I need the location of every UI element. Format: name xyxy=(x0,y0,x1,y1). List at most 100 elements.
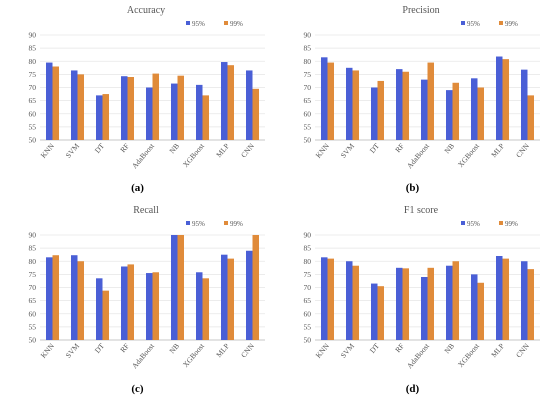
chart-title: Recall xyxy=(133,205,159,216)
x-tick-label: DT xyxy=(368,341,382,355)
bar-adaboost-99 xyxy=(427,267,434,340)
bar-xgboost-95 xyxy=(196,272,203,340)
x-tick-label: NB xyxy=(442,342,456,356)
y-tick-label: 65 xyxy=(29,96,37,105)
chart-panel-accuracy: Accuracy 95% 99% 50 55 60 65 70 75 80 85 90 KNN SVM DT… xyxy=(0,0,275,200)
bar-cnn-95 xyxy=(246,70,253,140)
bar-dt-95 xyxy=(371,283,378,340)
bar-xgboost-95 xyxy=(471,274,478,340)
x-tick-label: KNN xyxy=(314,141,332,160)
bar-cnn-95 xyxy=(521,261,528,340)
bar-dt-95 xyxy=(96,278,103,340)
bar-xgboost-99 xyxy=(202,278,209,340)
panel-label: (a) xyxy=(131,182,144,194)
x-tick-label: XGBoost xyxy=(456,341,482,369)
bar-svm-99 xyxy=(352,265,359,340)
bar-knn-95 xyxy=(321,57,328,140)
x-tick-label: AdaBoost xyxy=(130,141,157,170)
legend-label: 95% xyxy=(192,20,205,28)
y-tick-label: 85 xyxy=(304,244,312,253)
bar-mlp-95 xyxy=(496,256,503,340)
bar-cnn-95 xyxy=(246,250,253,340)
y-tick-label: 65 xyxy=(304,96,312,105)
y-tick-label: 75 xyxy=(304,70,312,79)
legend-label: 99% xyxy=(230,20,243,28)
x-tick-label: NB xyxy=(167,142,181,156)
chart-panel-recall: Recall 95% 99% 50 55 60 65 70 75 80 85 90 KNN SVM DT RF… xyxy=(0,200,275,401)
bar-rf-95 xyxy=(121,76,128,140)
y-tick-label: 70 xyxy=(29,83,37,92)
y-tick-label: 60 xyxy=(304,309,312,318)
y-tick-label: 70 xyxy=(29,283,37,292)
bar-xgboost-99 xyxy=(477,282,484,340)
bar-rf-95 xyxy=(121,266,128,340)
x-tick-label: CNN xyxy=(514,341,531,359)
bar-nb-99 xyxy=(177,235,184,340)
bar-cnn-99 xyxy=(527,95,534,140)
y-tick-label: 55 xyxy=(304,122,312,131)
y-tick-label: 55 xyxy=(29,322,37,331)
bar-nb-99 xyxy=(452,261,459,340)
x-tick-label: RF xyxy=(393,342,406,355)
legend-label: 99% xyxy=(505,220,518,228)
bar-nb-99 xyxy=(452,82,459,140)
bar-cnn-95 xyxy=(521,69,528,140)
bar-adaboost-95 xyxy=(421,79,428,140)
y-tick-label: 55 xyxy=(29,122,37,131)
y-tick-label: 70 xyxy=(304,283,312,292)
y-tick-label: 55 xyxy=(304,322,312,331)
bar-adaboost-95 xyxy=(146,87,153,140)
legend-label: 95% xyxy=(467,20,480,28)
x-tick-label: KNN xyxy=(39,141,57,160)
bar-adaboost-99 xyxy=(152,73,159,140)
x-tick-label: DT xyxy=(93,141,107,155)
y-tick-label: 85 xyxy=(29,244,37,253)
x-tick-label: AdaBoost xyxy=(405,341,432,370)
legend-label: 99% xyxy=(505,20,518,28)
panel-label: (c) xyxy=(131,383,144,395)
bar-svm-95 xyxy=(346,261,353,340)
panel-label: (d) xyxy=(405,383,420,395)
panel-label: (b) xyxy=(405,182,420,194)
y-tick-label: 65 xyxy=(304,296,312,305)
bar-adaboost-99 xyxy=(427,62,434,140)
legend-swatch xyxy=(499,21,503,25)
x-tick-label: SVM xyxy=(64,141,82,159)
y-tick-label: 90 xyxy=(304,231,312,240)
bar-dt-99 xyxy=(102,94,109,140)
bar-nb-95 xyxy=(171,235,178,340)
x-tick-label: SVM xyxy=(339,141,357,159)
bar-xgboost-95 xyxy=(196,84,203,140)
y-tick-label: 50 xyxy=(304,136,312,145)
bar-mlp-99 xyxy=(502,59,509,140)
bar-svm-99 xyxy=(77,74,84,140)
x-tick-label: NB xyxy=(167,342,181,356)
bar-nb-95 xyxy=(446,265,453,340)
bar-mlp-95 xyxy=(221,62,228,140)
bar-nb-99 xyxy=(177,75,184,140)
bar-nb-95 xyxy=(446,90,453,140)
x-tick-label: RF xyxy=(118,342,131,355)
bar-cnn-99 xyxy=(527,269,534,340)
x-tick-label: DT xyxy=(93,341,107,355)
x-tick-label: XGBoost xyxy=(181,141,207,169)
bar-mlp-95 xyxy=(496,56,503,140)
x-tick-label: MLP xyxy=(214,142,231,160)
x-tick-label: SVM xyxy=(339,341,357,359)
y-tick-label: 50 xyxy=(29,136,37,145)
accuracy-chart: Accuracy 95% 99% 50 55 60 65 70 75 80 85 90 KNN SVM DT… xyxy=(29,5,265,170)
bar-cnn-99 xyxy=(252,88,259,140)
chart-title: Precision xyxy=(402,5,439,16)
bar-mlp-99 xyxy=(502,258,509,340)
bar-knn-95 xyxy=(46,62,53,140)
bar-knn-99 xyxy=(52,66,59,140)
y-tick-label: 75 xyxy=(304,270,312,279)
legend-swatch xyxy=(461,221,465,225)
bar-dt-95 xyxy=(371,87,378,140)
y-tick-label: 60 xyxy=(29,309,37,318)
x-tick-label: DT xyxy=(368,141,382,155)
chart-title: Accuracy xyxy=(127,5,165,16)
x-tick-label: NB xyxy=(442,142,456,156)
x-tick-label: KNN xyxy=(314,341,332,360)
bar-svm-95 xyxy=(346,67,353,140)
